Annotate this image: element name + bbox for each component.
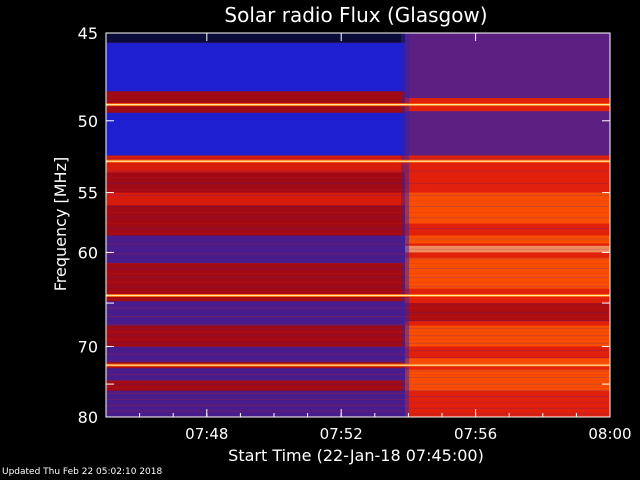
blue-band: [106, 112, 406, 156]
post-band: [405, 369, 610, 392]
post-band: [405, 245, 610, 253]
chart-title: Solar radio Flux (Glasgow): [224, 3, 487, 27]
x-axis-label: Start Time (22-Jan-18 07:45:00): [228, 446, 484, 465]
post-band: [405, 397, 610, 417]
spectrogram-plot-area: [106, 33, 610, 417]
pre-band: [106, 172, 406, 193]
x-tick-label: 08:00: [588, 425, 631, 443]
plot-frame: [105, 32, 611, 418]
post-band: [405, 235, 610, 244]
pre-band: [106, 235, 406, 264]
post-band: [405, 325, 610, 347]
pre-band: [106, 391, 406, 405]
post-band: [405, 192, 610, 224]
pre-band: [106, 325, 406, 347]
y-tick-label: 80: [78, 408, 98, 427]
x-tick-label: 07:56: [454, 425, 497, 443]
y-axis-label: Frequency [MHz]: [51, 157, 70, 291]
pre-band: [106, 192, 406, 206]
blue-band: [106, 42, 406, 92]
y-tick-label: 60: [78, 243, 98, 262]
pre-band: [106, 263, 406, 289]
post-band: [405, 257, 610, 289]
y-tick-label: 45: [78, 24, 98, 43]
post-band: [405, 358, 610, 364]
updated-timestamp: Updated Thu Feb 22 05:02:10 2018: [2, 467, 163, 477]
y-tick-label: 55: [78, 184, 98, 203]
y-tick-label: 70: [78, 337, 98, 356]
pre-band: [106, 404, 406, 417]
pre-band: [106, 155, 406, 173]
pre-band: [106, 368, 406, 381]
post-band: [405, 155, 610, 180]
transition-seam: [401, 33, 410, 417]
axes: 07:48 07:52 07:56 08:00 45 50 55 60 70 80: [78, 24, 632, 443]
y-tick-label: 50: [78, 112, 98, 131]
pre-band: [106, 380, 406, 392]
pre-band: [106, 301, 406, 326]
post-band: [405, 111, 610, 156]
pre-band: [106, 205, 406, 236]
pre-band: [106, 346, 406, 363]
x-tick-label: 07:52: [320, 425, 363, 443]
post-band: [405, 303, 610, 322]
dark-band: [106, 33, 406, 43]
post-band: [405, 33, 610, 99]
x-tick-label: 07:48: [185, 425, 228, 443]
